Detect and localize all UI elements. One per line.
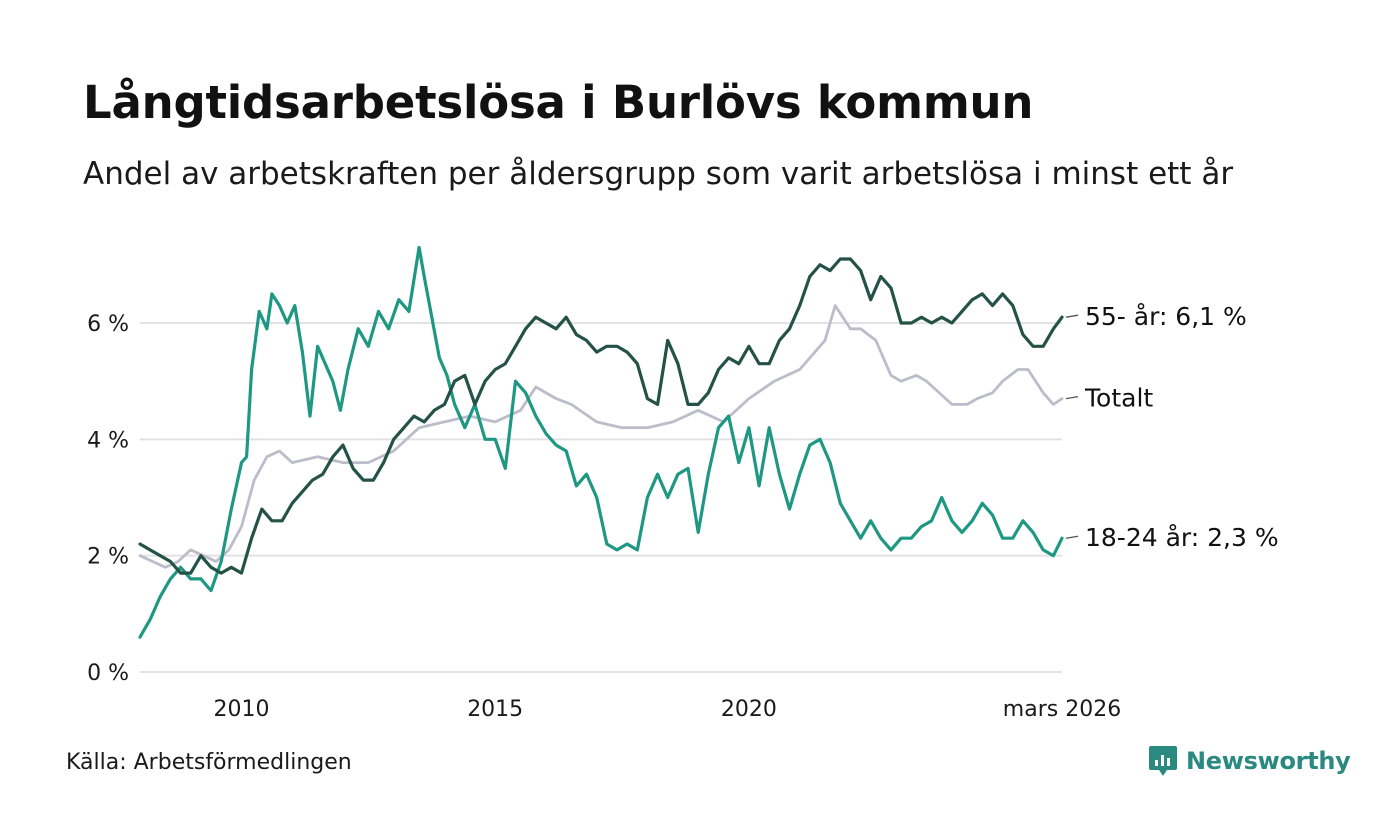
chart-subtitle: Andel av arbetskraften per åldersgrupp s… <box>83 156 1234 192</box>
x-tick-label-3: mars 2026 <box>1003 697 1121 722</box>
y-tick-label-1: 2 % <box>87 545 129 570</box>
end-label-leader-1 <box>1065 535 1079 539</box>
series-line-55-r <box>138 257 1064 575</box>
y-tick-label-3: 6 % <box>87 312 129 337</box>
x-tick-label-1: 2015 <box>467 697 523 722</box>
brand-logo: Newsworthy <box>1148 744 1351 778</box>
newsworthy-icon <box>1149 746 1177 776</box>
source-note: Källa: Arbetsförmedlingen <box>66 750 352 775</box>
y-tick-label-0: 0 % <box>87 661 129 686</box>
x-tick-label-0: 2010 <box>213 697 269 722</box>
end-label-leader-2 <box>1065 314 1079 318</box>
series-line-18-24-r <box>138 245 1064 639</box>
series-line-totalt <box>138 304 1064 569</box>
end-label-1: 18-24 år: 2,3 % <box>1085 523 1279 552</box>
end-label-leader-0 <box>1065 395 1079 400</box>
end-label-0: Totalt <box>1084 384 1153 413</box>
brand-name: Newsworthy <box>1186 747 1351 775</box>
end-label-2: 55- år: 6,1 % <box>1085 302 1247 331</box>
chart-title: Långtidsarbetslösa i Burlövs kommun <box>83 76 1034 129</box>
x-tick-label-2: 2020 <box>721 697 777 722</box>
y-tick-label-2: 4 % <box>87 428 129 453</box>
